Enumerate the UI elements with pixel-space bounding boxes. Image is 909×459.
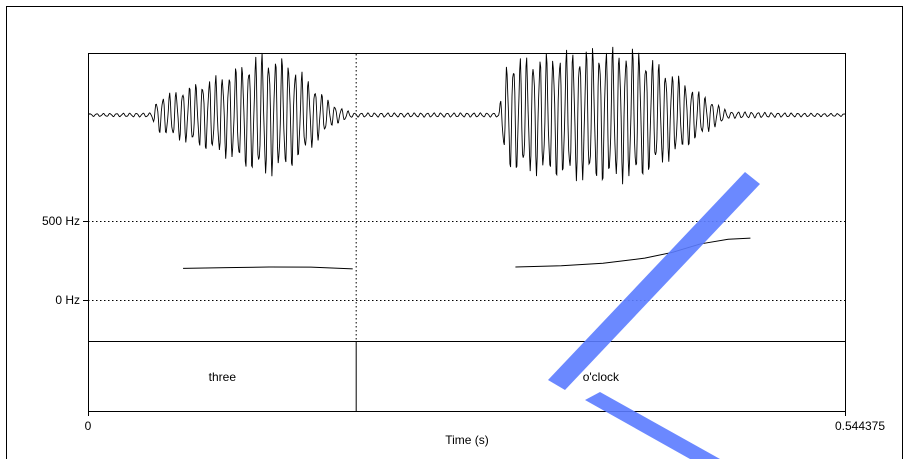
text-tier-frame: [88, 341, 846, 412]
word-label-oclock: o'clock: [583, 370, 620, 384]
pitch-curve-1: [183, 266, 353, 270]
outer-frame: [6, 6, 903, 459]
time-axis-label: Time (s): [445, 433, 489, 447]
time-end-label: 0.544375: [835, 419, 885, 433]
watermark-stroke-upper: [548, 172, 760, 390]
pitch-low-label: 0 Hz: [55, 293, 80, 307]
watermark-logo: [548, 172, 760, 459]
pitch-high-label: 500 Hz: [42, 214, 80, 228]
pitch-curves: [183, 237, 751, 270]
waveform-trace: [88, 46, 846, 185]
watermark-stroke-lower: [585, 392, 720, 459]
word-label-three: three: [209, 370, 237, 384]
pitch-curve-2: [515, 237, 751, 268]
time-start-label: 0: [85, 419, 92, 433]
